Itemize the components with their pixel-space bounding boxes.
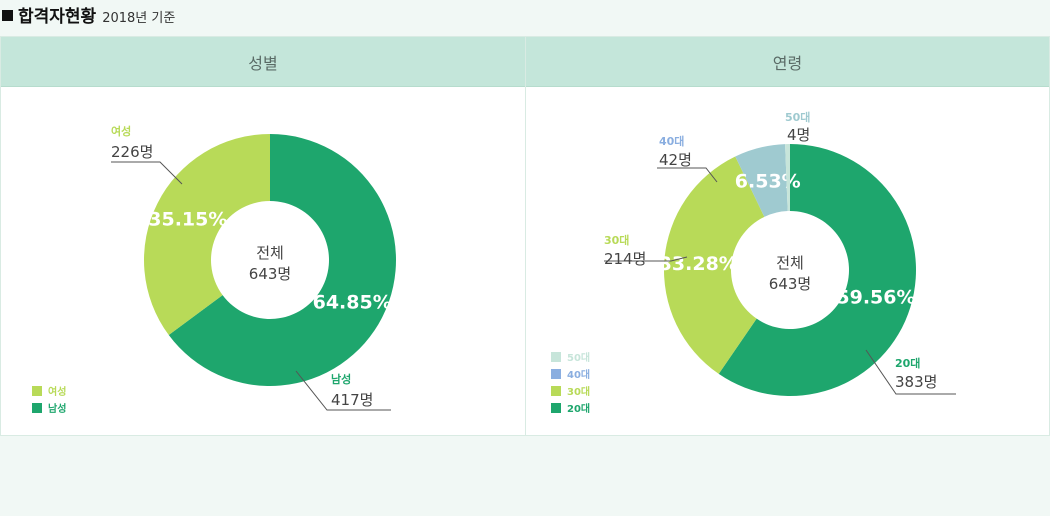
legend-label: 30대 (567, 387, 591, 398)
slice-name-age30: 30대 (604, 233, 629, 247)
age-panel-title: 연령 (526, 37, 1049, 87)
legend-label: 여성 (48, 387, 67, 398)
slice-count-age40: 42명 (659, 151, 692, 169)
percent-label-age30: 33.28% (659, 253, 738, 275)
percent-label-male: 64.85% (313, 291, 392, 313)
page-header: 합격자현황 2018년 기준 (2, 2, 175, 28)
age-panel: 연령 59.56% 20대 383명 33.28% 30대 214명 6.53% 40대 42명… (525, 36, 1050, 436)
slice-count-age30: 214명 (604, 250, 646, 268)
slice-count-age50: 4명 (787, 126, 810, 144)
slice-male (168, 134, 396, 386)
slice-name-female: 여성 (111, 124, 131, 138)
page-title: 합격자현황 (18, 7, 97, 27)
legend-swatch (32, 385, 42, 396)
legend-item: 남성 (32, 399, 66, 416)
legend-swatch (551, 351, 561, 362)
slice-count-male: 417명 (331, 391, 373, 409)
center-label: 전체 (256, 244, 284, 262)
legend-swatch (551, 385, 561, 396)
legend-swatch (32, 402, 42, 413)
legend-item: 40대 (551, 365, 590, 382)
center-total: 643명 (769, 275, 811, 293)
leader-line-age30 (604, 256, 688, 262)
slice-name-age50: 50대 (785, 110, 810, 124)
gender-panel: 성별 64.85% 남성 417명 35.15% 여성 226명 전체 643명 여성 남성 (0, 36, 526, 436)
legend-item: 50대 (551, 348, 590, 365)
legend-label: 40대 (567, 370, 591, 381)
legend-label: 50대 (567, 353, 591, 364)
slice-count-age20: 383명 (895, 373, 937, 391)
leader-line-age40 (657, 167, 718, 183)
legend-item: 여성 (32, 382, 66, 399)
legend-swatch (551, 368, 561, 379)
legend-item: 30대 (551, 382, 590, 399)
slice-age30 (664, 156, 765, 374)
legend-label: 남성 (48, 404, 67, 415)
age-legend: 50대 40대 30대 20대 (551, 348, 590, 416)
slice-name-age40: 40대 (659, 134, 684, 148)
center-label: 전체 (776, 254, 804, 272)
center-total: 643명 (249, 265, 291, 283)
percent-label-age40: 6.53% (735, 171, 801, 193)
slice-female (143, 134, 270, 336)
gender-panel-title: 성별 (1, 37, 525, 87)
legend-swatch (551, 402, 561, 413)
percent-label-age20: 59.56% (836, 287, 915, 309)
legend-item: 20대 (551, 399, 590, 416)
page-subtitle: 2018년 기준 (102, 11, 176, 26)
slice-age20 (718, 144, 916, 396)
slice-count-female: 226명 (111, 143, 153, 161)
legend-label: 20대 (567, 404, 591, 415)
age-donut-chart: 59.56% 20대 383명 33.28% 30대 214명 6.53% 40대 42명 50대… (604, 110, 956, 396)
leader-line-female (111, 161, 183, 185)
slice-age40 (735, 144, 788, 217)
slice-name-age20: 20대 (895, 356, 920, 370)
leader-line-age20 (865, 349, 956, 395)
percent-label-female: 35.15% (148, 209, 227, 231)
slice-age50 (785, 144, 790, 212)
slice-name-male: 남성 (331, 372, 351, 386)
leader-line-male (295, 370, 391, 411)
square-bullet-icon (2, 10, 13, 21)
